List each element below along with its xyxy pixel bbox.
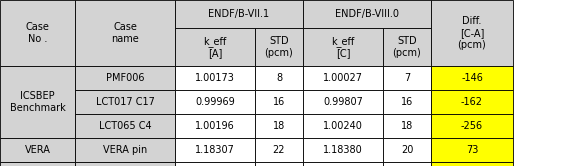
- Bar: [303, 28, 383, 66]
- Text: 1.00196: 1.00196: [195, 121, 235, 131]
- Text: 1.00173: 1.00173: [195, 73, 235, 83]
- Bar: [303, 138, 383, 162]
- Bar: [255, 90, 303, 114]
- Bar: [175, 90, 255, 114]
- Text: LCT065 C4: LCT065 C4: [99, 121, 151, 131]
- Bar: [75, 66, 175, 90]
- Bar: [255, 138, 303, 162]
- Bar: [383, 28, 431, 66]
- Text: Case
name: Case name: [111, 22, 139, 44]
- Text: 1.18307: 1.18307: [195, 145, 235, 155]
- Text: 1.18380: 1.18380: [323, 145, 363, 155]
- Bar: [75, 162, 175, 166]
- Text: -146: -146: [461, 73, 483, 83]
- Text: STD
(pcm): STD (pcm): [393, 36, 421, 58]
- Bar: [383, 138, 431, 162]
- Text: -256: -256: [461, 121, 483, 131]
- Text: PMF006: PMF006: [106, 73, 144, 83]
- Bar: [175, 114, 255, 138]
- Text: 0.99807: 0.99807: [323, 97, 363, 107]
- Bar: [75, 90, 175, 114]
- Bar: [303, 162, 383, 166]
- Text: 0.99969: 0.99969: [195, 97, 235, 107]
- Text: 1.00027: 1.00027: [323, 73, 363, 83]
- Bar: [255, 66, 303, 90]
- Text: 73: 73: [466, 145, 478, 155]
- Text: 8: 8: [276, 73, 282, 83]
- Text: -162: -162: [461, 97, 483, 107]
- Bar: [431, 114, 513, 138]
- Text: k_eff
[A]: k_eff [A]: [204, 36, 227, 58]
- Text: VERA pin: VERA pin: [103, 145, 147, 155]
- Text: 18: 18: [273, 121, 285, 131]
- Text: 20: 20: [401, 145, 413, 155]
- Text: STD
(pcm): STD (pcm): [265, 36, 293, 58]
- Bar: [431, 162, 513, 166]
- Bar: [0, 162, 75, 166]
- Bar: [175, 28, 255, 66]
- Text: ICSBEP
Benchmark: ICSBEP Benchmark: [10, 91, 66, 113]
- Bar: [175, 0, 303, 28]
- Text: 16: 16: [273, 97, 285, 107]
- Text: k_eff
[C]: k_eff [C]: [332, 36, 355, 58]
- Bar: [431, 66, 513, 90]
- Bar: [303, 0, 431, 28]
- Text: LCT017 C17: LCT017 C17: [95, 97, 154, 107]
- Bar: [75, 0, 175, 66]
- Bar: [75, 114, 175, 138]
- Bar: [383, 90, 431, 114]
- Text: 7: 7: [404, 73, 410, 83]
- Bar: [175, 66, 255, 90]
- Bar: [303, 90, 383, 114]
- Bar: [431, 0, 513, 66]
- Text: Diff.
[C-A]
(pcm): Diff. [C-A] (pcm): [458, 16, 486, 50]
- Bar: [255, 28, 303, 66]
- Text: ENDF/B-VIII.0: ENDF/B-VIII.0: [335, 9, 399, 19]
- Bar: [0, 138, 75, 162]
- Bar: [255, 114, 303, 138]
- Text: Case
No .: Case No .: [26, 22, 49, 44]
- Text: 22: 22: [273, 145, 285, 155]
- Text: 18: 18: [401, 121, 413, 131]
- Bar: [383, 114, 431, 138]
- Bar: [431, 90, 513, 114]
- Bar: [175, 138, 255, 162]
- Bar: [303, 66, 383, 90]
- Bar: [0, 66, 75, 138]
- Bar: [431, 138, 513, 162]
- Text: 16: 16: [401, 97, 413, 107]
- Bar: [175, 162, 255, 166]
- Bar: [383, 162, 431, 166]
- Bar: [255, 162, 303, 166]
- Text: VERA: VERA: [25, 145, 50, 155]
- Bar: [383, 66, 431, 90]
- Text: ENDF/B-VII.1: ENDF/B-VII.1: [209, 9, 270, 19]
- Bar: [303, 114, 383, 138]
- Bar: [75, 138, 175, 162]
- Text: 1.00240: 1.00240: [323, 121, 363, 131]
- Bar: [0, 0, 75, 66]
